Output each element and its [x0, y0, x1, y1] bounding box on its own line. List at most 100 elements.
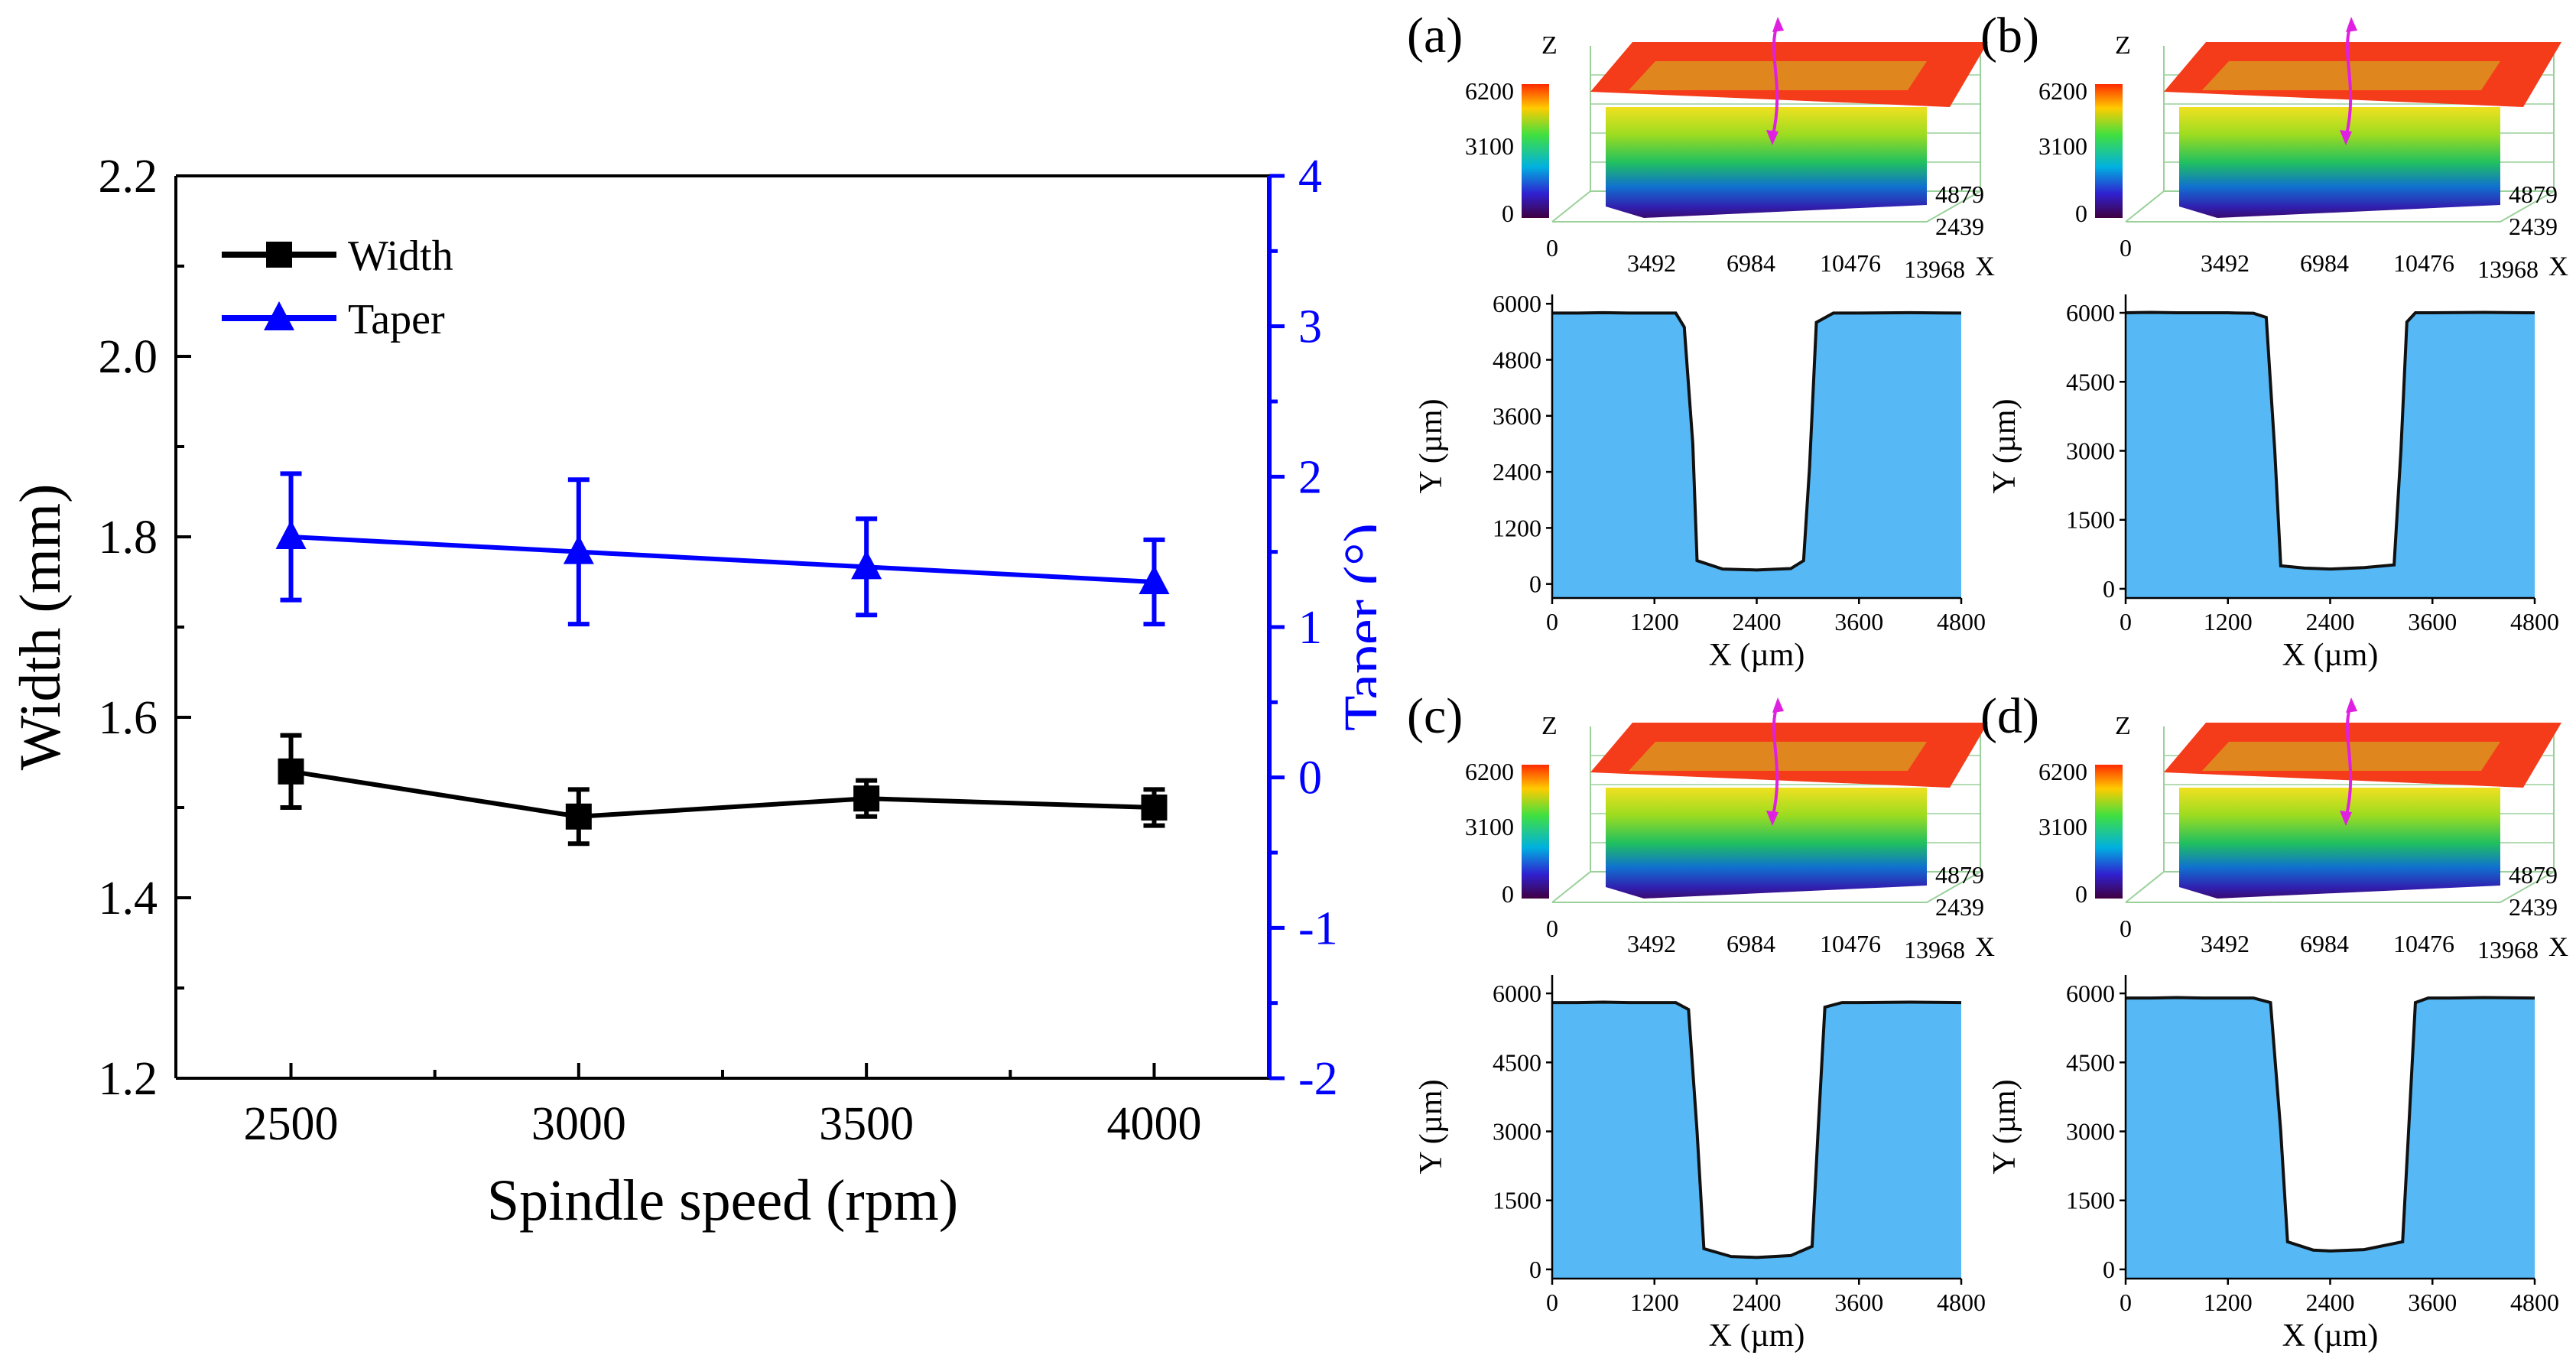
- profile-x-tick-label: 1200: [2204, 608, 2253, 635]
- y2-tick-label: -2: [1298, 1053, 1338, 1105]
- profile-x-axis-title: X (µm): [2282, 1318, 2379, 1354]
- slot-opening: [2202, 742, 2500, 771]
- trench-wall: [2179, 788, 2500, 899]
- colorbar: [2095, 765, 2123, 899]
- y-tick-label: 1.2: [99, 1053, 158, 1105]
- profile-x-tick-label: 2400: [1733, 608, 1782, 635]
- box-floor-edge: [2126, 190, 2555, 223]
- x3d-axis-label: X: [1975, 931, 1995, 962]
- panel-label: (b): [1980, 8, 2039, 63]
- profile-y-axis-title: Y (µm): [1987, 1079, 2022, 1174]
- x3d-tick-label: 0: [2120, 234, 2132, 262]
- colorbar-tick-label: 0: [1502, 200, 1514, 227]
- profile-y-tick-label: 1500: [1493, 1187, 1541, 1214]
- colorbar-tick-label: 0: [1502, 880, 1514, 908]
- data-point-width: [853, 785, 880, 812]
- profile-x-tick-label: 1200: [1630, 608, 1679, 635]
- profile-x-axis-title: X (µm): [1709, 638, 1805, 673]
- x3d-tick-label: 10476: [1820, 249, 1881, 277]
- y3d-tick-label: 4879: [1935, 861, 1984, 889]
- y3d-tick-label: 4879: [2509, 861, 2558, 889]
- profile-line: [1552, 1000, 1962, 1259]
- x3d-tick-label: 6984: [2300, 930, 2349, 957]
- series-line-taper: [291, 535, 1155, 584]
- slot-opening: [1629, 61, 1927, 90]
- profile-line: [2125, 310, 2535, 571]
- colorbar-tick-label: 0: [2075, 880, 2087, 908]
- profile-y-tick-label: 3600: [1493, 402, 1541, 430]
- panel-a: (a) Z 6200 3100 0 0 3492 6984 10476 13968 X 4879 243…: [1399, 0, 1996, 673]
- y-tick-label: 2.0: [99, 331, 158, 383]
- data-point-width: [1141, 795, 1168, 821]
- profile-x-tick-label: 0: [1546, 1289, 1558, 1316]
- colorbar-tick-label: 3100: [1465, 132, 1514, 160]
- y3d-tick-label: 2439: [1935, 893, 1984, 921]
- y2-axis-title: Taper (°): [1333, 523, 1376, 731]
- y3d-tick-label: 2439: [2509, 213, 2558, 240]
- x3d-axis-label: X: [2548, 251, 2568, 281]
- profile-x-tick-label: 2400: [2306, 1289, 2355, 1316]
- profile-line: [2126, 996, 2535, 1253]
- profile-fill: [2126, 312, 2535, 598]
- y2-tick-label: 2: [1298, 451, 1322, 503]
- series-line-width: [291, 769, 1155, 819]
- x3d-axis-label: X: [1975, 251, 1995, 281]
- data-point-taper: [275, 520, 307, 549]
- colorbar: [2095, 84, 2123, 218]
- profile-fill: [1552, 312, 1961, 598]
- panel-d: (d) Z 6200 3100 0 0 3492 6984 10476 13968 X 4879 243…: [1973, 681, 2569, 1354]
- colorbar: [1522, 765, 1549, 899]
- data-point-taper: [1139, 565, 1170, 594]
- profile-x-tick-label: 4800: [1937, 608, 1986, 635]
- profile-y-tick-label: 3000: [2066, 437, 2115, 465]
- y3d-tick-label: 2439: [2509, 893, 2558, 921]
- x3d-tick-label: 0: [2120, 915, 2132, 942]
- colorbar-tick-label: 3100: [1465, 813, 1514, 840]
- profile-y-tick-label: 3000: [2066, 1118, 2115, 1146]
- z-axis-label: Z: [1541, 712, 1558, 740]
- panel-label: (a): [1407, 8, 1463, 63]
- box-floor-edge: [1552, 190, 1981, 223]
- colorbar-tick-label: 3100: [2038, 132, 2087, 160]
- box-floor-edge: [1552, 871, 1981, 903]
- profile-y-axis-title: Y (µm): [1987, 398, 2022, 493]
- x-tick-label: 2500: [244, 1098, 339, 1150]
- profile-y-tick-label: 4500: [2066, 368, 2115, 395]
- profile-x-tick-label: 2400: [2306, 608, 2355, 635]
- x3d-tick-label: 13968: [2477, 936, 2539, 964]
- x3d-tick-label: 13968: [1904, 255, 1965, 283]
- section-arrow-head: [1766, 811, 1779, 826]
- profile-y-tick-label: 0: [2103, 575, 2115, 603]
- section-arrow: [1771, 703, 1779, 819]
- profile-x-axis-title: X (µm): [2282, 638, 2379, 673]
- y3d-tick-label: 2439: [1935, 213, 1984, 240]
- profile-x-tick-label: 3600: [2408, 1289, 2457, 1316]
- profile-y-tick-label: 4500: [1493, 1048, 1541, 1076]
- y3d-tick-label: 4879: [1935, 180, 1984, 208]
- trench-wall: [1606, 107, 1927, 218]
- profile-x-tick-label: 1200: [2204, 1289, 2253, 1316]
- profile-x-tick-label: 2400: [1733, 1289, 1782, 1316]
- panel-label: (c): [1407, 688, 1463, 744]
- x-tick-label: 3500: [819, 1098, 914, 1150]
- colorbar-tick-label: 3100: [2038, 813, 2087, 840]
- slot-opening: [2202, 61, 2500, 90]
- x-tick-label: 3000: [531, 1098, 626, 1150]
- z-axis-label: Z: [2115, 712, 2131, 740]
- profile-y-tick-label: 0: [1529, 570, 1541, 598]
- y2-tick-label: 0: [1298, 752, 1322, 804]
- x3d-tick-label: 13968: [2477, 255, 2539, 283]
- profile-y-axis-title: Y (µm): [1414, 398, 1449, 493]
- profile-line: [1552, 310, 1962, 572]
- y-axis-title: Width (mm): [8, 484, 73, 771]
- section-arrow-head: [2340, 811, 2352, 826]
- y-tick-label: 1.8: [99, 512, 158, 564]
- data-point-width: [565, 803, 592, 830]
- profile-y-tick-label: 4500: [2066, 1048, 2115, 1076]
- x3d-tick-label: 10476: [2393, 930, 2454, 957]
- box-floor-edge: [2126, 871, 2555, 903]
- colorbar-tick-label: 6200: [2038, 77, 2087, 105]
- trench-wall: [2179, 107, 2500, 218]
